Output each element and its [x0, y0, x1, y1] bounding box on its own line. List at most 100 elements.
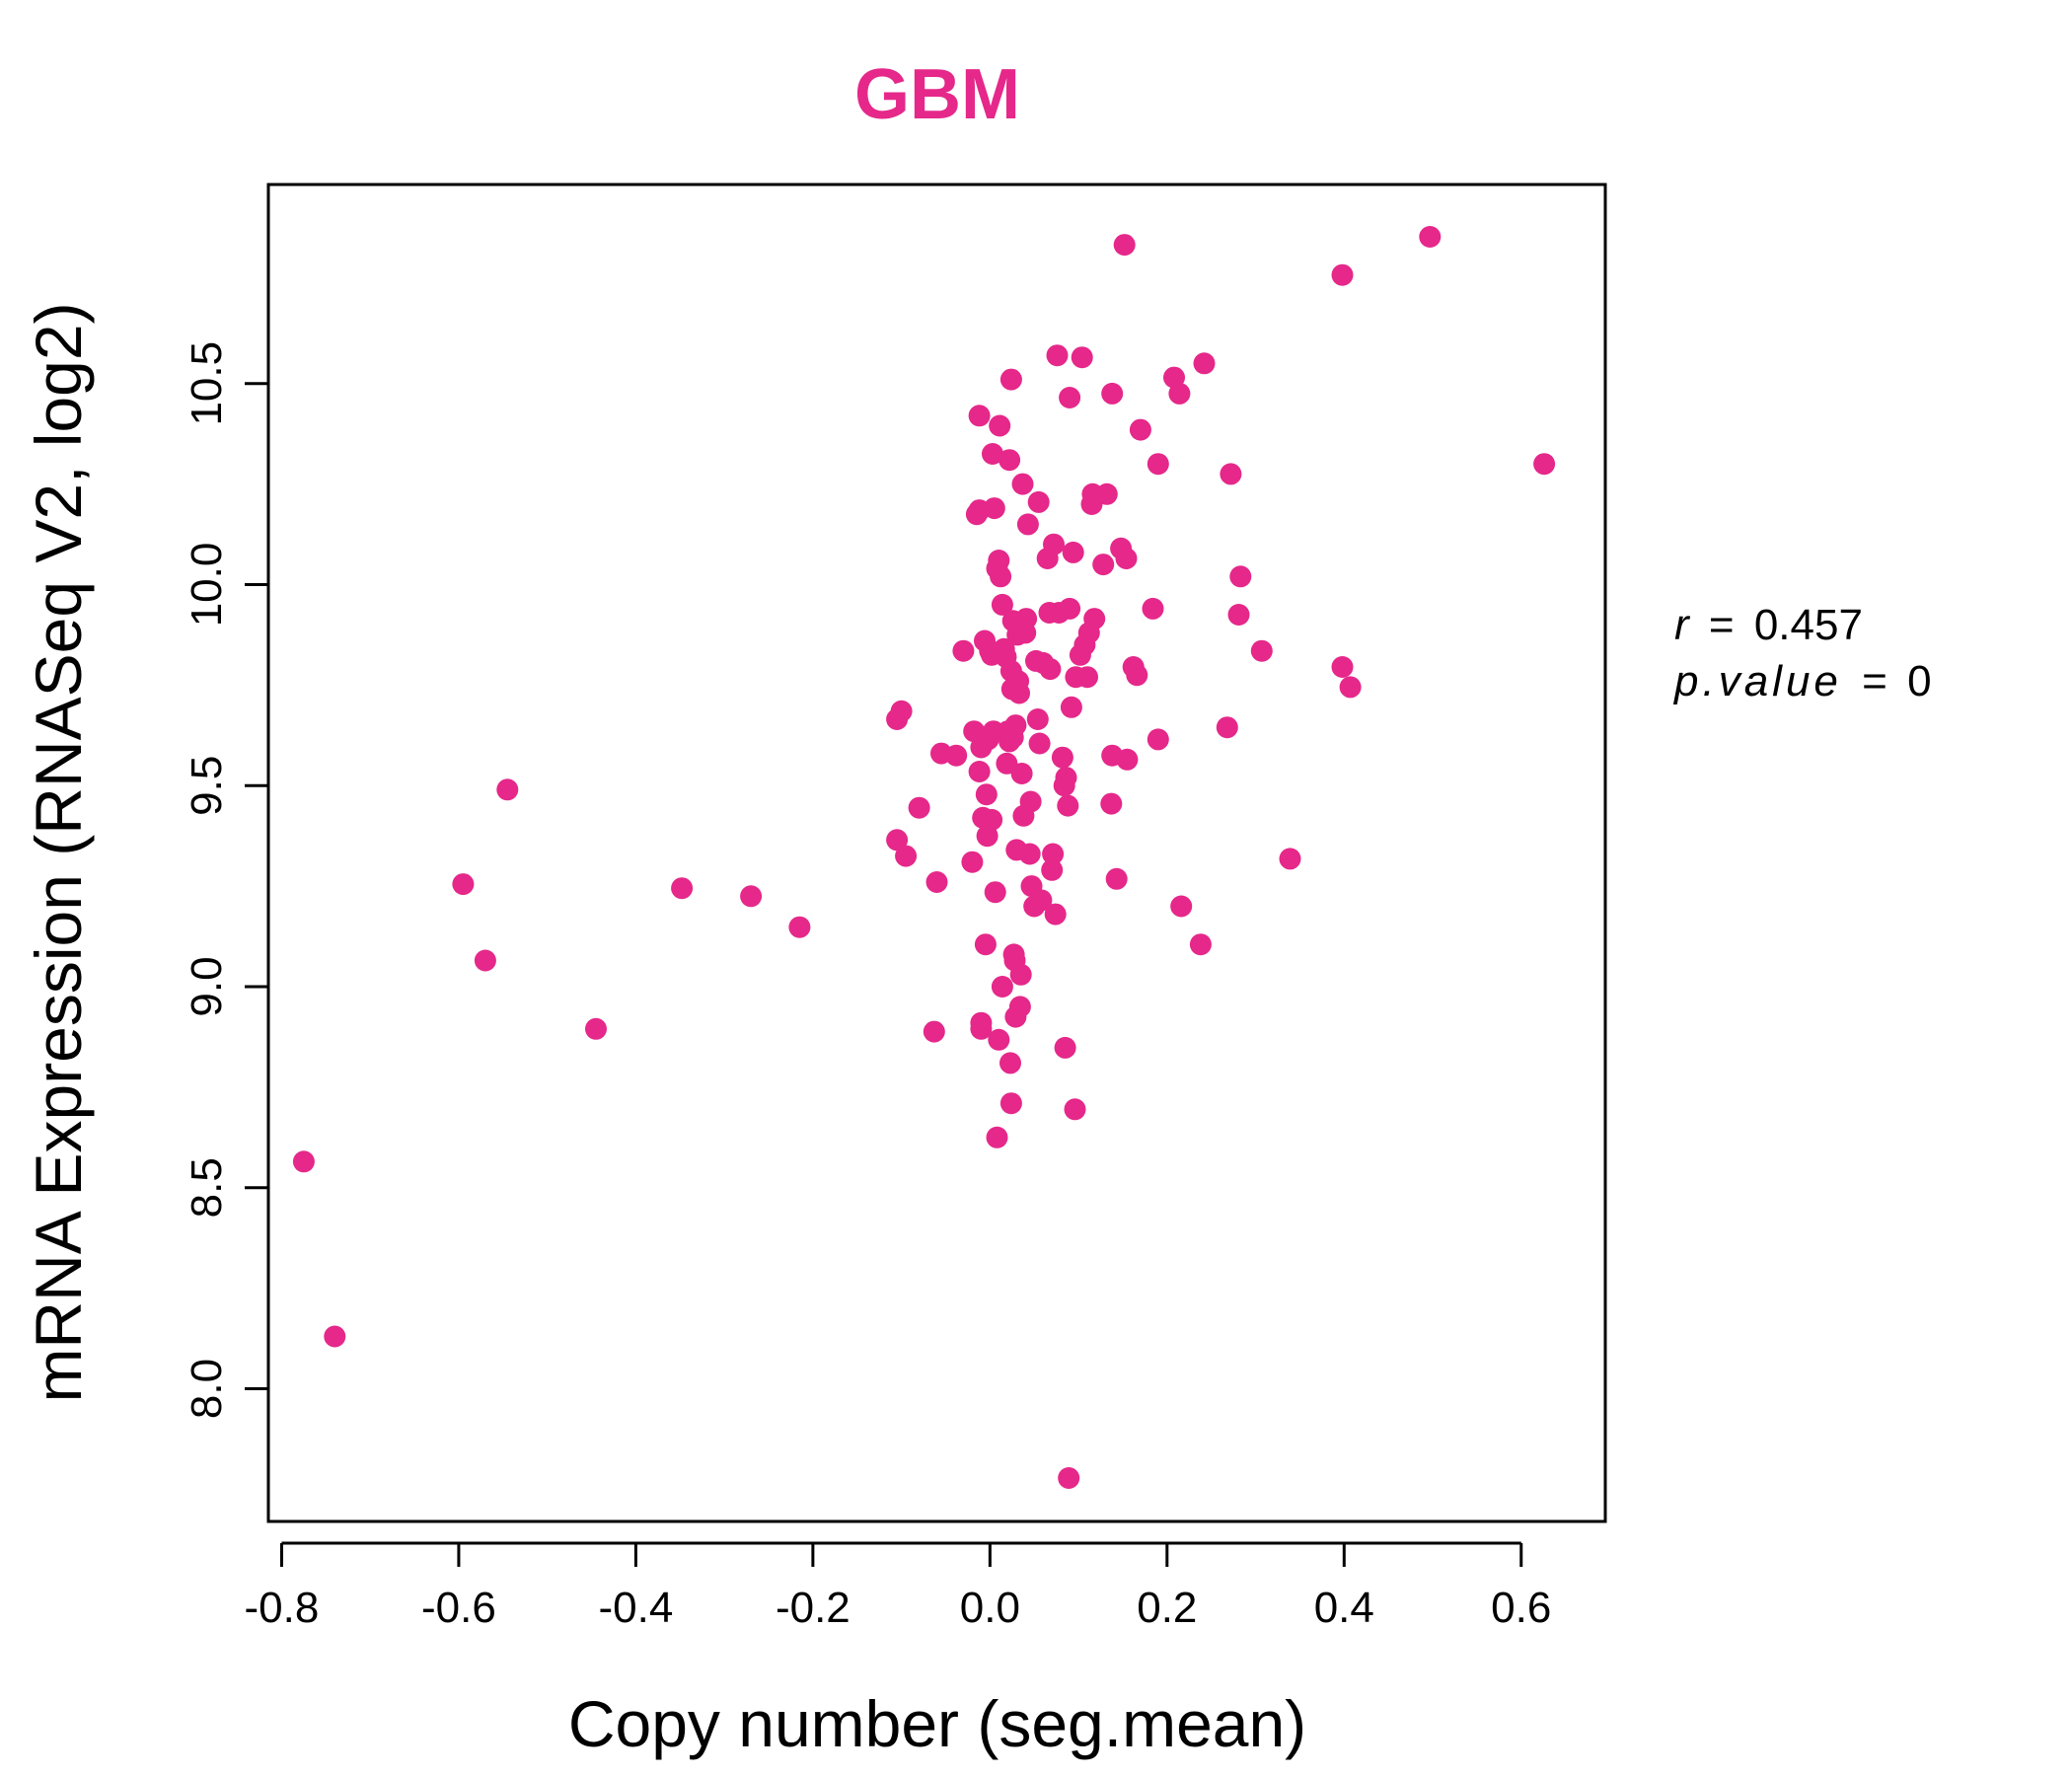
data-point: [925, 871, 948, 893]
plot-frame: [266, 183, 1607, 1523]
data-point: [981, 808, 1003, 831]
data-point: [1046, 344, 1069, 367]
data-point: [999, 449, 1021, 472]
data-point: [988, 1028, 1010, 1051]
x-tick-label: -0.6: [421, 1584, 496, 1632]
x-tick-label: 0.2: [1137, 1584, 1197, 1632]
data-point: [1058, 1467, 1080, 1489]
data-point: [1015, 608, 1038, 630]
data-point: [895, 845, 918, 867]
data-point: [1101, 382, 1124, 405]
r-eq: =: [1709, 601, 1735, 649]
data-point: [988, 550, 1010, 571]
data-point: [982, 443, 1003, 465]
y-tick-label: 8.0: [183, 1359, 231, 1419]
data-point: [1419, 226, 1442, 248]
data-point: [1092, 554, 1115, 576]
data-point: [1189, 933, 1212, 956]
data-point: [1018, 843, 1041, 865]
x-tick-label: 0.6: [1491, 1584, 1551, 1632]
data-point: [1147, 453, 1169, 476]
data-point: [1170, 895, 1193, 918]
data-point: [1229, 565, 1252, 588]
data-point: [1220, 463, 1242, 485]
data-point: [1062, 541, 1084, 563]
data-point: [890, 700, 913, 722]
data-point: [1076, 666, 1098, 689]
data-point: [1105, 867, 1128, 890]
data-point: [1193, 352, 1216, 375]
pvalue-annotation: p.value = 0: [1672, 657, 1932, 705]
data-point: [1071, 346, 1093, 369]
data-point: [1026, 708, 1049, 730]
data-point: [1043, 533, 1065, 555]
data-point: [999, 1052, 1021, 1074]
data-point: [671, 877, 694, 900]
data-point: [1009, 963, 1032, 986]
data-point: [1147, 728, 1169, 751]
data-point: [1054, 1036, 1076, 1059]
data-point: [991, 976, 1013, 998]
data-point: [1227, 604, 1250, 626]
data-point: [1044, 903, 1067, 925]
data-point: [1059, 597, 1081, 620]
data-point: [1168, 382, 1191, 405]
y-axis-label: mRNA Expression (RNASeq V2, log2): [22, 302, 95, 1402]
y-tick-label: 10.0: [183, 543, 231, 628]
data-point: [1113, 234, 1136, 257]
y-tick-label: 9.5: [183, 756, 231, 816]
data-point: [1339, 676, 1362, 699]
data-point: [1028, 732, 1051, 755]
data-point: [961, 851, 984, 873]
data-point: [984, 881, 1006, 904]
data-point: [1533, 453, 1556, 476]
data-point: [1042, 843, 1065, 865]
data-point: [999, 368, 1022, 391]
data-point: [1331, 263, 1354, 286]
data-point: [1095, 482, 1118, 505]
data-point: [1057, 794, 1079, 817]
data-point: [945, 744, 968, 767]
data-point: [1116, 748, 1139, 771]
data-point: [974, 933, 997, 956]
data-point: [1011, 473, 1034, 495]
data-point: [1039, 658, 1062, 681]
x-tick-label: -0.4: [598, 1584, 673, 1632]
x-tick-label: -0.8: [245, 1584, 320, 1632]
y-tick-label: 8.5: [183, 1157, 231, 1218]
data-point: [923, 1020, 945, 1043]
r-label: r: [1674, 601, 1691, 649]
data-point: [1250, 639, 1273, 662]
data-point: [952, 639, 975, 662]
data-point: [1142, 597, 1164, 620]
data-point: [292, 1150, 315, 1173]
data-point: [452, 873, 475, 896]
data-point: [1331, 656, 1354, 678]
data-point: [1059, 387, 1081, 408]
p-value: 0: [1907, 657, 1931, 705]
data-point: [474, 949, 496, 972]
data-points: [292, 226, 1556, 1489]
data-point: [886, 829, 909, 851]
data-point: [908, 796, 930, 819]
data-point: [1008, 682, 1030, 704]
chart-title: GBM: [854, 55, 1020, 134]
p-label: p.value: [1672, 657, 1842, 705]
data-point: [1216, 716, 1238, 739]
x-tick-label: 0.0: [960, 1584, 1020, 1632]
x-tick-label: 0.4: [1314, 1584, 1374, 1632]
data-point: [1055, 767, 1077, 789]
data-point: [1030, 889, 1053, 912]
data-point: [496, 778, 519, 801]
data-point: [968, 761, 991, 782]
y-tick-label: 9.0: [183, 956, 231, 1016]
data-point: [1083, 608, 1106, 630]
data-point: [1129, 418, 1151, 441]
data-point: [970, 1017, 993, 1040]
p-eq: =: [1862, 657, 1887, 705]
y-tick-label: 10.5: [183, 341, 231, 426]
data-point: [324, 1325, 346, 1348]
data-point: [1115, 548, 1138, 569]
data-point: [1126, 664, 1148, 687]
